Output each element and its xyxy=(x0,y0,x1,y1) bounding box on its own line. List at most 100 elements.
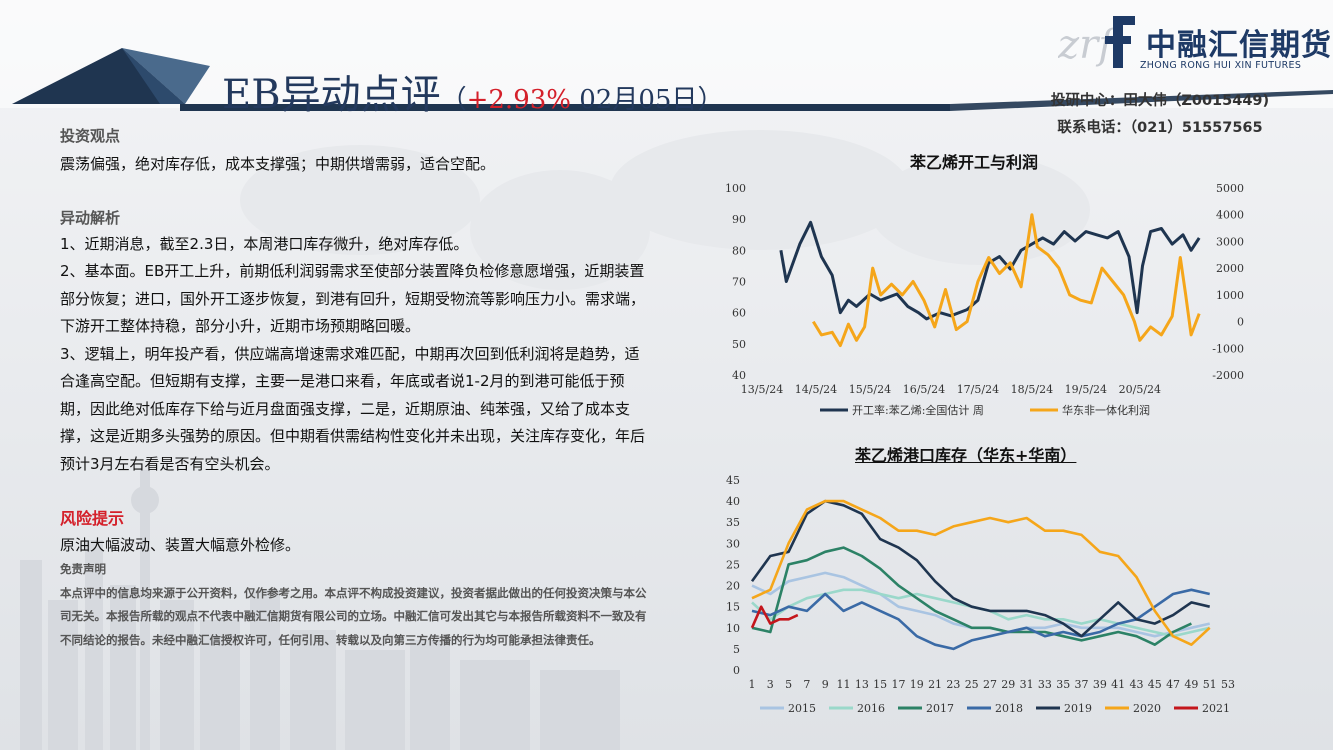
chart1-yright-tick-4: 2000 xyxy=(1216,262,1244,275)
view-text: 震荡偏强，绝对库存低，成本支撑强；中期供增需弱，适合空配。 xyxy=(60,155,496,173)
title-paren-open: （ xyxy=(440,85,467,115)
chart1-operating-rate-profit: 40 50 60 70 80 90 100 -2000 -1000 0 1000 2000 3000 40… xyxy=(725,182,1244,417)
commentary-column: 投资观点 震荡偏强，绝对库存低，成本支撑强；中期供增需弱，适合空配。 异动解析 … xyxy=(60,125,650,652)
chart2-x-tick-22: 45 xyxy=(1148,678,1162,691)
analyst-name: 投研中心：田大伟（Z0015449) xyxy=(1050,93,1270,109)
chart2-x-tick-25: 51 xyxy=(1203,678,1217,691)
chart2-x-tick-20: 41 xyxy=(1111,678,1125,691)
chart1-yright-tick-2: 0 xyxy=(1237,316,1244,329)
chart2-legend-label-2017: 2017 xyxy=(926,702,954,715)
analyst-phone: 联系电话：（021）51557565 xyxy=(1057,120,1263,136)
chart2-x-tick-24: 49 xyxy=(1184,678,1198,691)
analyst-info: 投研中心：田大伟（Z0015449) 联系电话：（021）51557565 xyxy=(1010,88,1310,142)
chart2-series-2018-line xyxy=(751,588,1210,651)
chart1-x-tick-0: 13/5/24 xyxy=(741,383,783,396)
chart2-title: 苯乙烯港口库存（华东+华南） xyxy=(855,446,1077,465)
chart1-x-tick-7: 20/5/24 xyxy=(1119,383,1161,396)
chart1-legend-label-0: 开工率:苯乙烯:全国估计 周 xyxy=(852,403,984,417)
chart2-x-tick-12: 25 xyxy=(965,678,979,691)
analysis-para-1: 1、近期消息，截至2.3日，本周港口库存微升，绝对库存低。 xyxy=(60,234,469,253)
chart1-yleft-tick-6: 100 xyxy=(725,182,746,195)
chart2-x-tick-0: 1 xyxy=(749,678,756,691)
chart2-legend-label-2018: 2018 xyxy=(995,702,1023,715)
chart2-y-tick-9: 45 xyxy=(726,474,740,487)
chart1-yright-tick-1: -1000 xyxy=(1212,342,1244,355)
zrf-logo-icon: zrf xyxy=(1057,16,1135,68)
chart2-legend-label-2015: 2015 xyxy=(788,702,816,715)
risk-text: 原油大幅波动、装置大幅意外检修。 xyxy=(60,536,301,554)
chart2-y-tick-1: 5 xyxy=(733,643,740,656)
chart2-x-tick-15: 31 xyxy=(1020,678,1034,691)
chart2-series-2020-line xyxy=(751,499,1211,646)
chart2-x-tick-17: 35 xyxy=(1056,678,1070,691)
title-paren-close: ） xyxy=(697,85,724,115)
chart2-y-tick-4: 20 xyxy=(726,580,740,593)
chart1-yright-tick-7: 5000 xyxy=(1216,182,1244,195)
chart2-y-tick-8: 40 xyxy=(726,495,740,508)
chart2-x-tick-21: 43 xyxy=(1129,678,1143,691)
chart2-x-tick-3: 7 xyxy=(803,678,810,691)
disclaimer-title: 免责声明 xyxy=(60,561,106,576)
chart2-legend-label-2019: 2019 xyxy=(1064,702,1092,715)
chart1-yleft-tick-0: 40 xyxy=(732,369,746,382)
chart1-yleft-tick-3: 70 xyxy=(732,276,746,289)
risk-title: 风险提示 xyxy=(60,509,125,528)
title-main: EB异动点评 xyxy=(222,72,441,118)
chart1-legend-label-1: 华东非一体化利润 xyxy=(1062,403,1150,417)
analysis-title: 异动解析 xyxy=(60,208,121,227)
chart1-yright-tick-0: -2000 xyxy=(1212,369,1244,382)
chart2-x-tick-6: 13 xyxy=(855,678,869,691)
title-date: 02月05日 xyxy=(571,85,697,115)
change-percent: +2.93% xyxy=(466,85,571,115)
chart1-yleft-tick-4: 80 xyxy=(732,244,746,257)
chart1-yright-tick-5: 3000 xyxy=(1216,235,1244,248)
chart2-x-tick-8: 17 xyxy=(891,678,905,691)
chart2-y-tick-5: 25 xyxy=(726,558,740,571)
chart1-x-tick-6: 19/5/24 xyxy=(1065,383,1107,396)
chart1-yright-tick-3: 1000 xyxy=(1216,289,1244,302)
chart1-x-tick-5: 18/5/24 xyxy=(1011,383,1053,396)
analysis-para-3: 3、逻辑上，明年投产看，供应端高增速需求难匹配，中期再次回到低利润将是趋势，适合… xyxy=(60,344,646,473)
chart2-x-tick-7: 15 xyxy=(873,678,887,691)
chart1-x-tick-2: 15/5/24 xyxy=(849,383,891,396)
chart2-x-tick-13: 27 xyxy=(983,678,997,691)
chart2-series-2021-line xyxy=(750,605,799,629)
chart2-legend-label-2021: 2021 xyxy=(1202,702,1230,715)
chart2-series-2017-line xyxy=(751,546,1192,646)
chart2-y-tick-0: 0 xyxy=(733,664,740,677)
chart2-x-tick-2: 5 xyxy=(785,678,792,691)
chart2-x-tick-5: 11 xyxy=(837,678,851,691)
svg-text:zrf: zrf xyxy=(1058,22,1119,68)
chart1-yleft-tick-5: 90 xyxy=(732,213,746,226)
title-date-text: 02月05日 xyxy=(579,85,698,115)
chart1-series-1-line xyxy=(812,213,1201,348)
chart2-x-tick-9: 19 xyxy=(910,678,924,691)
disclaimer-text: 本点评中的信息均来源于公开资料，仅作参考之用。本点评不构成投资建议，投资者据此做… xyxy=(60,585,647,647)
chart1-series-0-line xyxy=(779,220,1201,321)
chart2-x-tick-16: 33 xyxy=(1038,678,1052,691)
chart1-yleft-tick-1: 50 xyxy=(732,338,746,351)
chart2-x-tick-4: 9 xyxy=(822,678,829,691)
chart2-y-tick-7: 35 xyxy=(726,516,740,529)
header-band xyxy=(0,0,1333,111)
chart2-y-tick-3: 15 xyxy=(726,601,740,614)
chart2-x-tick-18: 37 xyxy=(1075,678,1089,691)
chart2-legend-label-2020: 2020 xyxy=(1133,702,1161,715)
view-title: 投资观点 xyxy=(60,127,121,145)
logo-cn-text: 中融汇信期货 xyxy=(1146,28,1332,63)
chart2-x-tick-23: 47 xyxy=(1166,678,1180,691)
chart2-y-tick-6: 30 xyxy=(726,537,740,550)
chart2-x-tick-11: 23 xyxy=(946,678,960,691)
chart1-title: 苯乙烯开工与利润 xyxy=(910,153,1039,172)
chart1-x-tick-1: 14/5/24 xyxy=(795,383,837,396)
page-title: EB异动点评（+2.93% 02月05日） xyxy=(222,62,723,120)
chart1-yleft-tick-2: 60 xyxy=(732,307,746,320)
chart1-x-tick-4: 17/5/24 xyxy=(957,383,999,396)
company-logo: zrf 中融汇信期货 ZHONG RONG HUI XIN FUTURES xyxy=(1057,14,1331,74)
chart2-x-tick-14: 29 xyxy=(1001,678,1015,691)
chart2-x-tick-19: 39 xyxy=(1093,678,1107,691)
chart2-x-tick-1: 3 xyxy=(767,678,774,691)
chart2-x-tick-26: 53 xyxy=(1221,678,1235,691)
chart1-yright-tick-6: 4000 xyxy=(1216,209,1244,222)
